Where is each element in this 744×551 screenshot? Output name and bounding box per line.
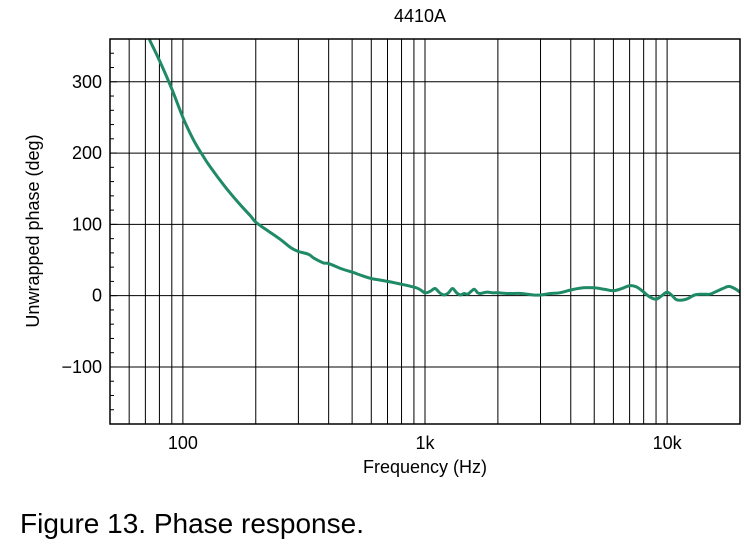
y-tick-label: −100: [61, 357, 102, 377]
chart-title: 4410A: [394, 6, 446, 26]
y-tick-label: 200: [72, 143, 102, 163]
x-tick-label: 1k: [415, 433, 435, 453]
x-tick-label: 100: [168, 433, 198, 453]
y-axis-title: Unwrapped phase (deg): [23, 134, 43, 327]
series-line-0: [148, 39, 740, 302]
grid-lines: [110, 39, 740, 424]
plot-frame: [109, 38, 741, 425]
y-tick-label: 300: [72, 72, 102, 92]
figure-caption: Figure 13. Phase response.: [20, 508, 364, 539]
tick-marks: [110, 52, 117, 411]
x-tick-label: 10k: [653, 433, 683, 453]
tick-labels: 300 200 100 0 −100 100 1k 10k: [61, 72, 682, 453]
x-axis-title: Frequency (Hz): [363, 457, 487, 477]
y-tick-label: 0: [92, 286, 102, 306]
y-tick-label: 100: [72, 214, 102, 234]
series-layer: [148, 39, 740, 302]
phase-response-chart: 4410A 300 200 100 0 −100 100 1k 10k Frequency (…: [23, 6, 741, 477]
